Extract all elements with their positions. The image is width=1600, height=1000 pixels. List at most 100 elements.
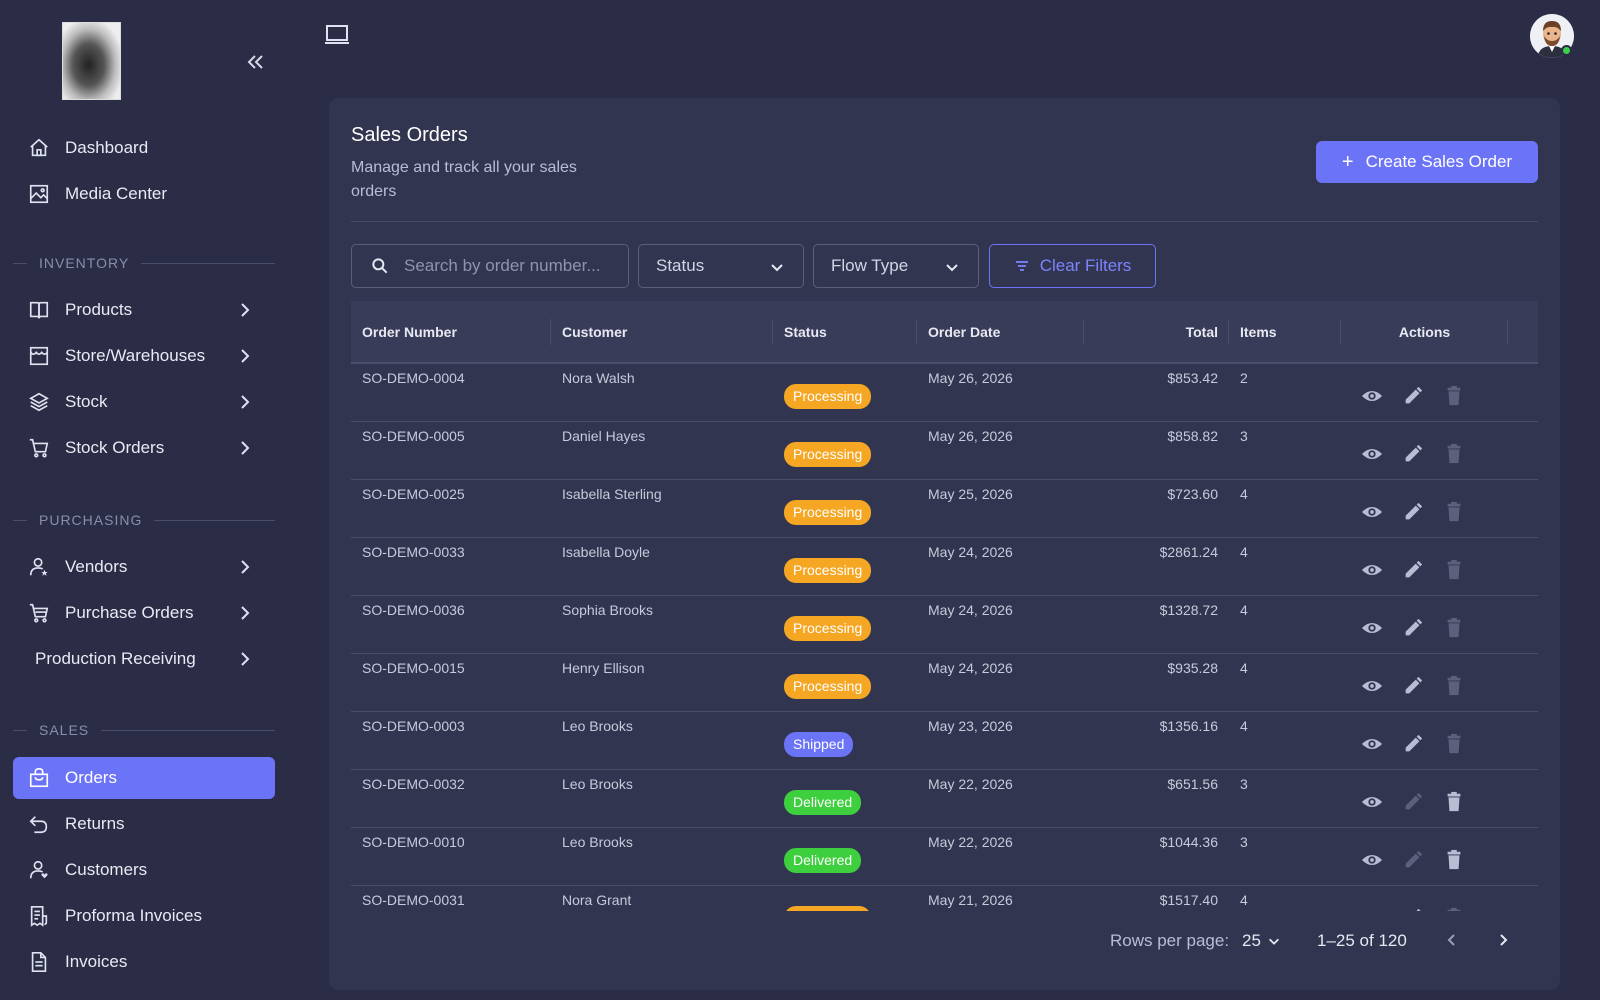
sidebar-item-production-receiving[interactable]: Production Receiving: [13, 638, 275, 680]
status-badge: Processing: [784, 616, 872, 641]
sidebar-item-label: Purchase Orders: [65, 603, 194, 622]
order-date-cell: May 26, 2026: [928, 370, 1013, 386]
column-header-total[interactable]: Total: [1084, 301, 1229, 362]
search-field[interactable]: [351, 244, 629, 288]
create-sales-order-button[interactable]: + Create Sales Order: [1316, 141, 1538, 183]
vendor-icon: [28, 556, 50, 578]
edit-button[interactable]: [1402, 443, 1424, 465]
edit-button[interactable]: [1402, 733, 1424, 755]
chevron-right-icon: [241, 349, 250, 363]
pencil-icon: [1405, 618, 1423, 636]
view-button[interactable]: [1361, 849, 1383, 871]
pencil-icon: [1405, 502, 1423, 520]
total-cell: $858.82: [1167, 428, 1218, 444]
table-row[interactable]: SO-DEMO-0025 Isabella Sterling May 25, 202…: [351, 480, 1538, 538]
delete-button[interactable]: [1443, 501, 1465, 523]
sidebar-item-returns[interactable]: Returns: [13, 803, 275, 845]
order-number-cell: SO-DEMO-0003: [362, 718, 465, 734]
table-row[interactable]: SO-DEMO-0004 Nora Walsh May 26, 2026 $853.4…: [351, 364, 1538, 422]
next-page-button[interactable]: [1491, 928, 1515, 952]
column-header-status[interactable]: Status: [773, 301, 917, 362]
trash-icon: [1447, 907, 1461, 911]
delete-button[interactable]: [1443, 733, 1465, 755]
customer-cell: Isabella Sterling: [562, 486, 662, 502]
customer-cell: Isabella Doyle: [562, 544, 650, 560]
order-number-cell: SO-DEMO-0010: [362, 834, 465, 850]
view-button[interactable]: [1361, 733, 1383, 755]
edit-button[interactable]: [1402, 617, 1424, 639]
delete-button[interactable]: [1443, 791, 1465, 813]
chevron-down-icon: [946, 264, 958, 272]
edit-button[interactable]: [1402, 907, 1424, 911]
order-date-cell: May 24, 2026: [928, 602, 1013, 618]
sidebar-item-dashboard[interactable]: Dashboard: [13, 127, 275, 169]
table-row[interactable]: SO-DEMO-0015 Henry Ellison May 24, 2026 $93…: [351, 654, 1538, 712]
trash-icon: [1447, 559, 1461, 580]
sidebar-item-purchase-orders[interactable]: Purchase Orders: [13, 592, 275, 634]
sidebar-item-customers[interactable]: Customers: [13, 849, 275, 891]
view-button[interactable]: [1361, 559, 1383, 581]
rows-per-page-select[interactable]: 25: [1242, 931, 1281, 951]
flow-type-filter-select[interactable]: Flow Type: [813, 244, 979, 288]
status-filter-select[interactable]: Status: [638, 244, 804, 288]
delete-button[interactable]: [1443, 385, 1465, 407]
table-row[interactable]: SO-DEMO-0036 Sophia Brooks May 24, 2026 $13…: [351, 596, 1538, 654]
items-cell: 4: [1240, 486, 1248, 502]
delete-button[interactable]: [1443, 907, 1465, 911]
chevron-right-icon: [241, 303, 250, 317]
bag-icon: [28, 767, 50, 789]
eye-icon: [1361, 796, 1383, 808]
delete-button[interactable]: [1443, 617, 1465, 639]
edit-button[interactable]: [1402, 559, 1424, 581]
plus-icon: +: [1341, 151, 1354, 173]
column-header-order-number[interactable]: Order Number: [351, 301, 551, 362]
sidebar-item-proforma-invoices[interactable]: Proforma Invoices: [13, 895, 275, 937]
previous-page-button[interactable]: [1440, 928, 1464, 952]
view-button[interactable]: [1361, 675, 1383, 697]
document-icon: [28, 951, 50, 973]
sidebar-item-products[interactable]: Products: [13, 289, 275, 331]
column-header-order-date[interactable]: Order Date: [917, 301, 1084, 362]
edit-button[interactable]: [1402, 791, 1424, 813]
delete-button[interactable]: [1443, 559, 1465, 581]
clear-filters-button[interactable]: Clear Filters: [989, 244, 1156, 288]
view-button[interactable]: [1361, 907, 1383, 911]
sidebar-item-invoices[interactable]: Invoices: [13, 941, 275, 983]
search-input[interactable]: [404, 256, 624, 276]
view-button[interactable]: [1361, 385, 1383, 407]
column-header-customer[interactable]: Customer: [551, 301, 773, 362]
view-button[interactable]: [1361, 791, 1383, 813]
delete-button[interactable]: [1443, 849, 1465, 871]
table-row[interactable]: SO-DEMO-0033 Isabella Doyle May 24, 2026 $2…: [351, 538, 1538, 596]
sidebar-item-stock-orders[interactable]: Stock Orders: [13, 427, 275, 469]
pencil-icon: [1405, 734, 1423, 752]
edit-button[interactable]: [1402, 385, 1424, 407]
collapse-sidebar-icon[interactable]: [244, 50, 268, 74]
cart-icon: [28, 437, 50, 459]
table-row[interactable]: SO-DEMO-0005 Daniel Hayes May 26, 2026 $858…: [351, 422, 1538, 480]
eye-icon: [1361, 854, 1383, 866]
receipt-icon: [28, 905, 50, 927]
sidebar-item-vendors[interactable]: Vendors: [13, 546, 275, 588]
delete-button[interactable]: [1443, 675, 1465, 697]
sidebar-item-orders[interactable]: Orders: [13, 757, 275, 799]
edit-button[interactable]: [1402, 849, 1424, 871]
table-row[interactable]: SO-DEMO-0032 Leo Brooks May 22, 2026 $651.5…: [351, 770, 1538, 828]
book-icon: [28, 299, 50, 321]
table-row[interactable]: SO-DEMO-0031 Nora Grant May 21, 2026 $1517.…: [351, 886, 1538, 911]
column-header-items[interactable]: Items: [1229, 301, 1341, 362]
view-button[interactable]: [1361, 617, 1383, 639]
monitor-icon[interactable]: [324, 24, 350, 46]
sidebar-item-store-warehouses[interactable]: Store/Warehouses: [13, 335, 275, 377]
edit-button[interactable]: [1402, 675, 1424, 697]
customer-cell: Daniel Hayes: [562, 428, 646, 444]
view-button[interactable]: [1361, 443, 1383, 465]
view-button[interactable]: [1361, 501, 1383, 523]
edit-button[interactable]: [1402, 501, 1424, 523]
table-row[interactable]: SO-DEMO-0010 Leo Brooks May 22, 2026 $1044.…: [351, 828, 1538, 886]
pagination-range: 1–25 of 120: [1317, 931, 1407, 950]
sidebar-item-stock[interactable]: Stock: [13, 381, 275, 423]
sidebar-item-media-center[interactable]: Media Center: [13, 173, 275, 215]
delete-button[interactable]: [1443, 443, 1465, 465]
table-row[interactable]: SO-DEMO-0003 Leo Brooks May 23, 2026 $1356.…: [351, 712, 1538, 770]
